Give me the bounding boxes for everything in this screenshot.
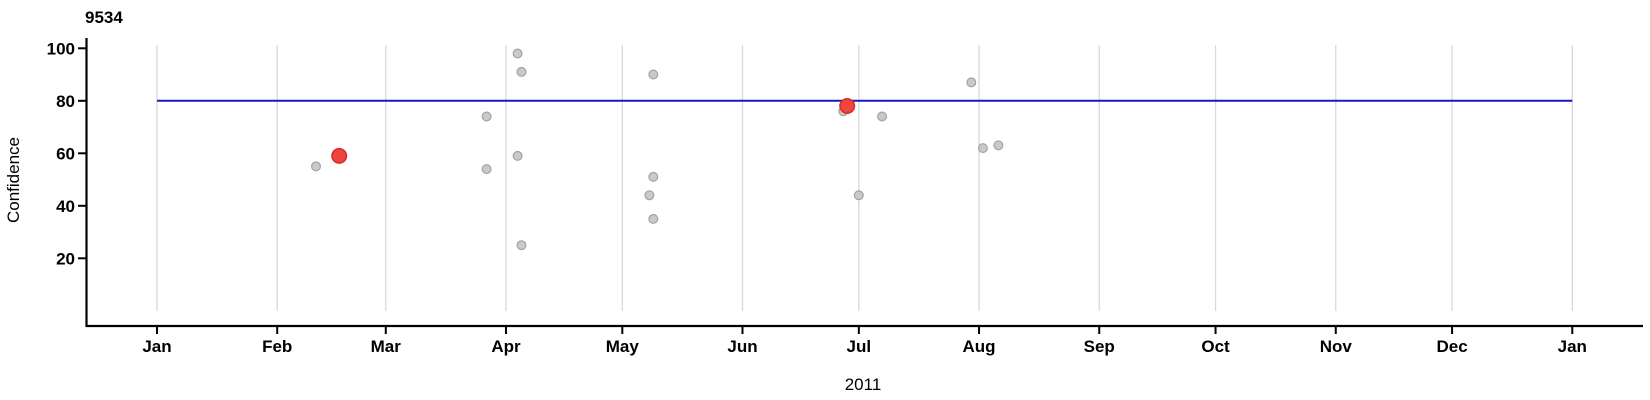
y-tick-label-20: 20 xyxy=(56,249,75,268)
x-tick-label-jan: Jan xyxy=(1558,337,1587,356)
data-point xyxy=(481,111,492,122)
data-point xyxy=(977,143,988,154)
data-point xyxy=(311,161,322,172)
chart-title: 9534 xyxy=(85,8,123,27)
highlighted-data-point xyxy=(331,147,348,164)
data-point xyxy=(966,77,977,88)
data-point xyxy=(648,69,659,80)
x-tick-label-feb: Feb xyxy=(262,337,292,356)
x-tick-label-jan: Jan xyxy=(142,337,171,356)
data-point xyxy=(648,171,659,182)
y-axis-label: Confidence xyxy=(4,137,23,223)
data-point xyxy=(516,240,527,251)
y-tick-label-60: 60 xyxy=(56,144,75,163)
y-tick-label-100: 100 xyxy=(47,39,75,58)
x-tick-label-oct: Oct xyxy=(1201,337,1230,356)
x-axis-label: 2011 xyxy=(845,375,882,394)
x-tick-label-aug: Aug xyxy=(963,337,996,356)
data-point xyxy=(644,190,655,201)
highlighted-data-point xyxy=(839,98,856,115)
gridlines-layer xyxy=(156,45,1573,311)
axes-layer: Jan Feb Mar Apr May Jun Jul Aug Sep Oct Nov Dec Jan 2… xyxy=(47,38,1643,356)
data-point xyxy=(481,164,492,175)
y-tick-label-80: 80 xyxy=(56,92,75,111)
data-point xyxy=(516,66,527,77)
x-tick-label-nov: Nov xyxy=(1320,337,1353,356)
data-point xyxy=(853,190,864,201)
data-points-layer xyxy=(311,48,1004,251)
x-tick-label-jul: Jul xyxy=(847,337,872,356)
data-point xyxy=(512,48,523,59)
x-tick-label-sep: Sep xyxy=(1084,337,1115,356)
x-tick-label-dec: Dec xyxy=(1436,337,1467,356)
data-point xyxy=(648,213,659,224)
x-tick-label-apr: Apr xyxy=(491,337,521,356)
data-point xyxy=(993,140,1004,151)
x-tick-label-jun: Jun xyxy=(727,337,757,356)
x-tick-label-mar: Mar xyxy=(371,337,402,356)
data-point xyxy=(877,111,888,122)
x-tick-label-may: May xyxy=(606,337,640,356)
data-point xyxy=(512,150,523,161)
y-tick-label-40: 40 xyxy=(56,197,75,216)
